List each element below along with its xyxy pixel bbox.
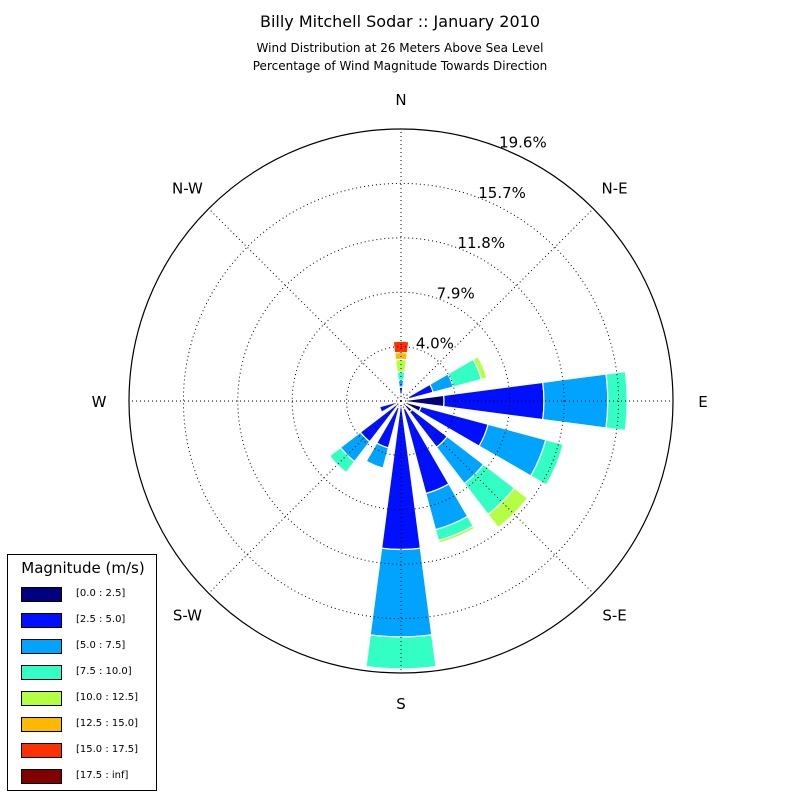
wedge-157.5-bin-4	[437, 525, 476, 544]
legend-swatch	[21, 769, 62, 784]
wedge-90-bin-2	[542, 373, 609, 429]
legend-swatch	[21, 717, 62, 732]
grid-ring-0	[346, 346, 456, 456]
wedge-202.5-bin-2	[365, 442, 390, 469]
direction-label-n-e: N-E	[601, 179, 627, 197]
legend-label: [17.5 : inf]	[76, 770, 129, 781]
wedge-180-bin-3	[365, 634, 437, 670]
legend-swatch	[21, 665, 62, 680]
direction-label-s-e: S-E	[602, 607, 626, 625]
grid-spoke-225	[208, 400, 402, 594]
legend: Magnitude (m/s) [0.0 : 2.5] [2.5 : 5.0] [5…	[7, 554, 157, 791]
legend-title: Magnitude (m/s)	[21, 559, 145, 577]
grid-ring-2	[237, 237, 565, 565]
chart-subtitle-line-1: Wind Distribution at 26 Meters Above Sea…	[256, 41, 544, 55]
chart-subtitle-line-2: Percentage of Wind Magnitude Towards Dir…	[252, 59, 548, 73]
direction-label-s-w: S-W	[173, 607, 202, 625]
wedge-22.5-bin-1	[401, 392, 406, 398]
outer-ring	[128, 128, 674, 674]
wedge-0-bin-2	[397, 379, 405, 388]
direction-label-e: E	[698, 393, 707, 411]
direction-label-s: S	[396, 695, 406, 713]
legend-label: [2.5 : 5.0]	[76, 614, 126, 625]
legend-label: [0.0 : 2.5]	[76, 588, 126, 599]
legend-swatch	[21, 743, 62, 758]
wedge-90-bin-3	[605, 370, 628, 432]
radial-label-3: 15.7%	[478, 184, 526, 202]
grid-ring-3	[182, 182, 620, 620]
legend-label: [7.5 : 10.0]	[76, 666, 132, 677]
legend-label: [5.0 : 7.5]	[76, 640, 126, 651]
wedge-0-bin-4	[394, 358, 408, 373]
wedge-225-bin-3	[328, 446, 356, 474]
direction-label-n: N	[395, 91, 406, 109]
chart-title: Billy Mitchell Sodar :: January 2010	[259, 12, 541, 31]
legend-swatch	[21, 691, 62, 706]
legend-label: [10.0 : 12.5]	[76, 692, 139, 703]
direction-label-n-w: N-W	[172, 179, 203, 197]
direction-label-w: W	[92, 393, 107, 411]
wedge-0-bin-6	[392, 340, 410, 354]
legend-swatch	[21, 587, 62, 602]
grid-spoke-45	[400, 208, 594, 402]
wedge-67.5-bin-4	[472, 355, 488, 381]
radial-label-0: 4.0%	[416, 335, 454, 353]
legend-label: [12.5 : 15.0]	[76, 718, 139, 729]
grid-spoke-135	[400, 400, 594, 594]
legend-label: [15.0 : 17.5]	[76, 744, 139, 755]
legend-swatch	[21, 639, 62, 654]
radial-label-4: 19.6%	[499, 134, 547, 152]
wedge-135-bin-4	[487, 487, 529, 529]
grid-spoke-315	[208, 208, 402, 402]
radial-label-1: 7.9%	[437, 284, 475, 302]
radial-label-2: 11.8%	[457, 234, 505, 252]
wedge-112.5-bin-3	[529, 439, 564, 486]
legend-swatch	[21, 613, 62, 628]
wedge-247.5-bin-1	[378, 401, 399, 413]
